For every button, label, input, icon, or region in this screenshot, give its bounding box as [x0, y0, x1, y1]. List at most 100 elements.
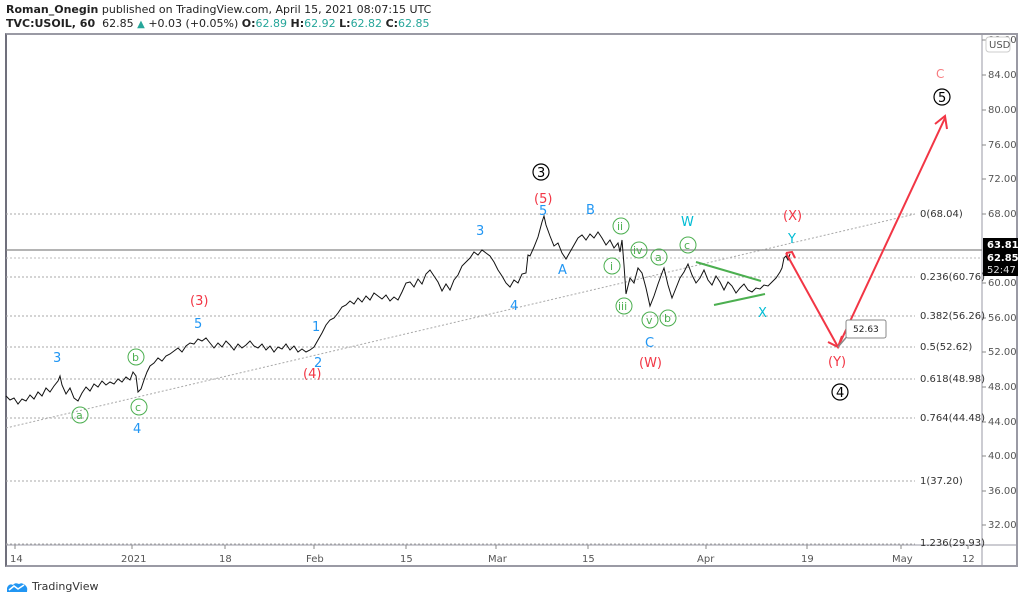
close-value: 62.85	[398, 17, 430, 30]
price-series-line	[5, 214, 791, 405]
price-tick: 52.00	[982, 347, 1017, 358]
svg-text:(X): (X)	[783, 209, 802, 224]
arrow-head-icon	[934, 114, 948, 130]
svg-text:Mar: Mar	[488, 554, 508, 565]
svg-text:W: W	[681, 215, 694, 230]
last-price: 62.85	[102, 17, 134, 30]
time-tick: Feb	[306, 545, 324, 565]
author-name[interactable]: Roman_Onegin	[6, 3, 99, 16]
time-tick: 15	[582, 545, 595, 565]
fib-label: 0.382(56.26)	[920, 311, 985, 322]
svg-text:72.00: 72.00	[988, 174, 1017, 185]
wave-labels-cyan: W X Y	[681, 215, 796, 321]
wave-label-green: b	[664, 312, 671, 325]
price-tick: 60.00	[982, 278, 1017, 289]
svg-text:May: May	[892, 554, 913, 565]
svg-text:4: 4	[836, 386, 844, 401]
bar-countdown-label: 52:47	[987, 265, 1016, 276]
fib-label: 0(68.04)	[920, 209, 963, 220]
svg-text:2: 2	[314, 356, 322, 371]
svg-text:4: 4	[510, 299, 518, 314]
wave-labels-red: (3) (4) (5) (W) (X) (Y) C	[190, 67, 944, 382]
arrow-head-icon	[785, 250, 796, 259]
svg-text:40.00: 40.00	[988, 451, 1017, 462]
wave-label-green: c	[135, 401, 141, 414]
fib-label: 0.236(60.76)	[920, 272, 985, 283]
up-triangle-icon: ▲	[137, 19, 145, 30]
fib-labels: 0(68.04) 0.236(60.76) 0.382(56.26) 0.5(5…	[920, 209, 985, 549]
triangle-upper-line[interactable]	[695, 261, 762, 282]
svg-text:52.00: 52.00	[988, 347, 1017, 358]
svg-text:Y: Y	[787, 232, 796, 247]
open-label: O:	[241, 17, 256, 30]
close-label: C:	[385, 17, 399, 30]
low-value: 62.82	[350, 17, 383, 30]
fib-label: 1(37.20)	[920, 476, 963, 487]
svg-text:15: 15	[582, 554, 595, 565]
time-tick: 19	[801, 545, 814, 565]
price-tick: 36.00	[982, 486, 1017, 497]
svg-text:Apr: Apr	[697, 554, 715, 565]
price-tick: 32.00	[982, 520, 1017, 531]
currency-button[interactable]: USD	[985, 36, 1011, 53]
wave-label-green: c	[684, 239, 690, 252]
wave-label-green: v	[646, 314, 653, 327]
time-tick: May	[892, 545, 913, 565]
svg-text:5: 5	[539, 204, 547, 219]
svg-text:C: C	[645, 336, 654, 351]
fib-label: 0.5(52.62)	[920, 342, 972, 353]
svg-text:X: X	[758, 306, 767, 321]
price-tick: 44.00	[982, 417, 1017, 428]
open-value: 62.89	[255, 17, 288, 30]
svg-text:5: 5	[938, 91, 946, 106]
svg-text:5: 5	[194, 317, 202, 332]
svg-text:60.00: 60.00	[988, 278, 1017, 289]
symbol-label[interactable]: TVC:USOIL, 60	[6, 17, 96, 30]
fib-label: 0.764(44.48)	[920, 413, 985, 424]
svg-text:15: 15	[400, 554, 413, 565]
fib-label: 1.236(29.93)	[920, 538, 985, 549]
svg-text:(Y): (Y)	[828, 355, 846, 370]
svg-text:80.00: 80.00	[988, 105, 1017, 116]
svg-text:56.00: 56.00	[988, 313, 1017, 324]
price-change: +0.03 (+0.05%)	[148, 17, 239, 30]
target-price-callout[interactable]: 52.63	[837, 319, 887, 348]
wave-label-green: iii	[618, 300, 627, 313]
time-axis[interactable]: 14 2021 18 Feb 15 Mar 15 Apr 19 May 12	[10, 545, 975, 565]
tradingview-logo-icon	[7, 582, 28, 592]
low-label: L:	[339, 17, 351, 30]
svg-text:48.00: 48.00	[988, 382, 1017, 393]
price-tick: 72.00	[982, 174, 1017, 185]
svg-text:4: 4	[133, 422, 141, 437]
wave-label-green: i	[610, 260, 613, 273]
price-axis[interactable]: 88.00 84.00 80.00 76.00 72.00 68.00 60.0…	[982, 35, 1017, 531]
svg-text:Feb: Feb	[306, 554, 324, 565]
wave-labels-black-circled: 3 4 5	[532, 88, 951, 401]
svg-text:1: 1	[312, 320, 320, 335]
chart-header: Roman_Onegin published on TradingView.co…	[6, 3, 431, 32]
published-text: published on TradingView.com, April 15, …	[101, 3, 432, 16]
triangle-lower-line[interactable]	[713, 293, 766, 306]
wave-labels-green	[71, 217, 697, 424]
fibonacci-retracement[interactable]	[6, 213, 915, 545]
tradingview-branding[interactable]: TradingView	[6, 580, 98, 593]
svg-text:A: A	[558, 263, 567, 278]
wave-label-green: a	[655, 251, 662, 264]
svg-text:2021: 2021	[121, 554, 146, 565]
time-tick: 15	[400, 545, 413, 565]
target-price-value: 52.63	[853, 325, 879, 335]
time-tick: 18	[219, 545, 232, 565]
svg-text:(3): (3)	[190, 294, 208, 309]
publish-line: Roman_Onegin published on TradingView.co…	[6, 3, 431, 17]
chart-frame	[5, 33, 1018, 567]
fib-trend-line[interactable]	[5, 213, 916, 429]
svg-text:USD: USD	[989, 40, 1011, 51]
svg-text:76.00: 76.00	[988, 140, 1017, 151]
time-tick: 14	[10, 545, 23, 565]
price-tick: 80.00	[982, 105, 1017, 116]
svg-text:19: 19	[801, 554, 814, 565]
svg-text:14: 14	[10, 554, 23, 565]
price-tick: 76.00	[982, 140, 1017, 151]
svg-text:84.00: 84.00	[988, 70, 1017, 81]
